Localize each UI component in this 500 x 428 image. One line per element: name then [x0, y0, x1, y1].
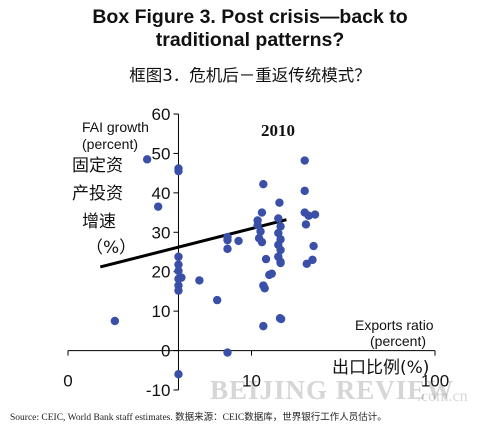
data-point [300, 186, 309, 196]
x-tick-label: 10 [242, 372, 261, 391]
data-point [261, 254, 271, 264]
y-axis-label-line: （%） [86, 238, 136, 258]
y-tick-label: 30 [152, 223, 171, 242]
y-axis-label-line: (percent) [82, 136, 138, 152]
data-point [308, 255, 317, 265]
year-label: 2010 [261, 121, 295, 140]
data-points [110, 155, 320, 379]
y-tick-label: 10 [152, 302, 171, 321]
y-axis-label-line: 固定资 [72, 156, 123, 176]
x-tick-label: 0 [63, 372, 72, 391]
y-tick-label: -10 [146, 381, 171, 400]
data-point [304, 211, 313, 220]
data-point [153, 202, 163, 211]
data-point [174, 166, 183, 176]
data-point [223, 244, 232, 254]
y-axis-label-line: FAI growth [82, 119, 149, 135]
data-point [174, 266, 183, 276]
y-axis-label-line: 产投资 [72, 184, 123, 204]
data-point [174, 370, 183, 379]
y-tick-label: 20 [152, 263, 171, 282]
x-axis-label-line: 出口比例(%) [332, 358, 429, 378]
data-point [309, 241, 318, 251]
data-point [142, 155, 152, 164]
x-axis-label-line: (percent) [370, 333, 426, 349]
y-tick-label: 50 [152, 144, 171, 163]
data-point [234, 236, 243, 246]
data-point [259, 179, 268, 189]
data-point [223, 348, 232, 357]
chart-title-line-2: traditional patterns? [155, 29, 345, 51]
data-point [257, 208, 267, 217]
watermark-domain: .com.cn [417, 388, 468, 405]
data-point [212, 295, 222, 305]
x-axis-label-line: Exports ratio [355, 317, 434, 333]
data-point [195, 276, 204, 285]
data-point [301, 220, 311, 229]
chart-title-english: Box Figure 3. Post crisis—back to tradit… [0, 6, 500, 52]
source-note: Source: CEIC, World Bank staff estimates… [10, 413, 387, 423]
data-point [267, 269, 276, 278]
data-point [259, 321, 268, 331]
chart-ticks: -10 0 10 20 30 40 50 60 0 10 100 [63, 105, 449, 400]
data-point [174, 286, 183, 295]
watermark-logo: BEIJING REVIEW [210, 375, 455, 405]
data-point [174, 260, 183, 269]
data-point [276, 222, 285, 231]
data-point [276, 245, 285, 255]
data-point [260, 284, 269, 293]
data-point [257, 237, 267, 247]
data-point [177, 273, 186, 282]
y-tick-label: 0 [161, 342, 170, 361]
data-point [223, 235, 232, 245]
data-point [310, 210, 320, 219]
data-point [256, 227, 265, 236]
data-point [174, 252, 183, 261]
x-tick-label: 100 [421, 372, 449, 391]
chart-title-line-1: Box Figure 3. Post crisis—back to [92, 6, 408, 28]
data-point [110, 316, 120, 326]
data-point [275, 198, 284, 207]
y-tick-label: 40 [152, 184, 171, 203]
data-point [276, 258, 285, 268]
data-point [274, 228, 283, 238]
chart-title-chinese: 框图3．危机后－重返传统模式？ [129, 66, 371, 85]
y-tick-label: 60 [152, 105, 171, 124]
y-axis-label-line: 增速 [82, 212, 116, 232]
data-point [253, 220, 262, 230]
data-point [274, 214, 283, 223]
data-point [300, 156, 309, 165]
data-point [276, 314, 286, 324]
